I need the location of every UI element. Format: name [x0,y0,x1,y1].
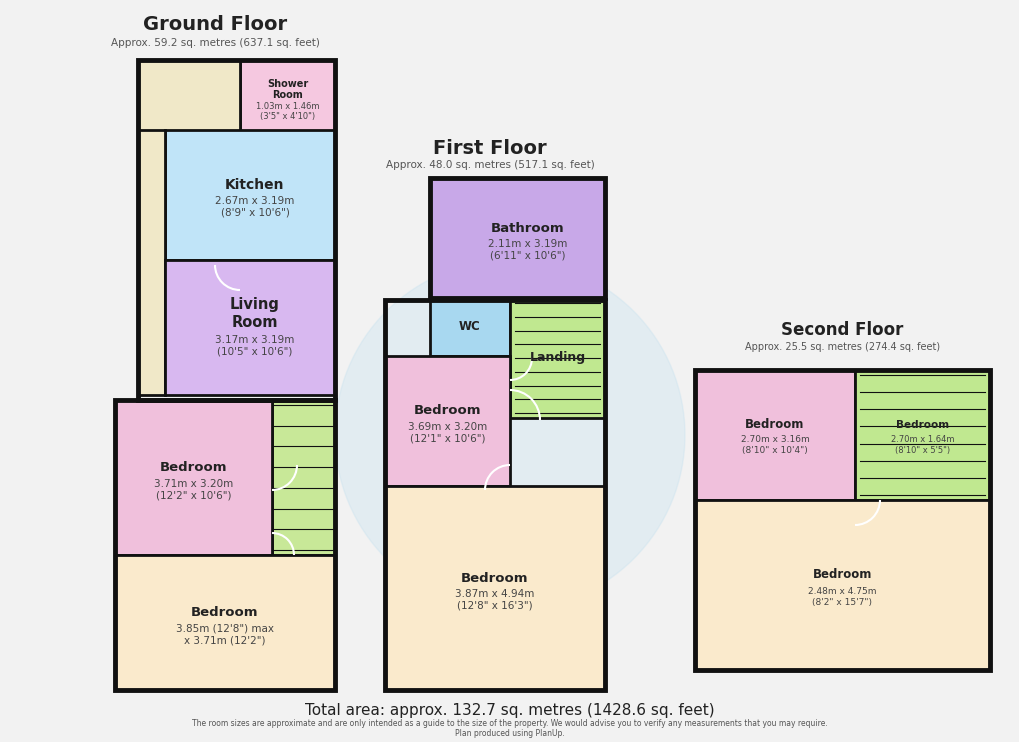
Text: Bedroom: Bedroom [160,461,227,474]
Bar [272,400,334,555]
Bar [384,300,604,690]
Bar [165,130,334,260]
Text: Living
Room: Living Room [230,298,279,329]
Bar [239,60,334,135]
Text: 2.11m x 3.19m
(6'11" x 10'6"): 2.11m x 3.19m (6'11" x 10'6") [487,239,567,260]
Circle shape [334,260,685,610]
Text: Ground Floor: Ground Floor [143,16,286,34]
Bar [165,260,334,395]
Bar [115,400,334,690]
Bar [138,60,334,400]
Text: 2.48m x 4.75m
(8'2" x 15'7"): 2.48m x 4.75m (8'2" x 15'7") [807,588,876,607]
Bar [138,60,334,400]
Bar [430,298,510,356]
Text: 3.87m x 4.94m
(12'8" x 16'3"): 3.87m x 4.94m (12'8" x 16'3") [454,589,534,611]
Bar [694,500,989,670]
Text: Landing: Landing [529,352,585,364]
Text: 2.70m x 3.16m
(8'10" x 10'4"): 2.70m x 3.16m (8'10" x 10'4") [740,436,809,455]
Text: Shower
Room: Shower Room [267,79,308,100]
Text: Kitchen: Kitchen [225,178,284,192]
Text: Plan produced using PlanUp.: Plan produced using PlanUp. [454,729,565,738]
Text: Bedroom: Bedroom [895,420,948,430]
Text: Bathroom: Bathroom [490,222,564,234]
Bar [694,370,854,500]
Text: Bedroom: Bedroom [812,568,871,582]
Bar [694,370,989,670]
Bar [115,400,272,555]
Bar [138,60,239,135]
Text: 3.85m (12'8") max
x 3.71m (12'2"): 3.85m (12'8") max x 3.71m (12'2") [176,624,274,646]
Text: Approx. 25.5 sq. metres (274.4 sq. feet): Approx. 25.5 sq. metres (274.4 sq. feet) [744,342,940,352]
Text: 3.17m x 3.19m
(10'5" x 10'6"): 3.17m x 3.19m (10'5" x 10'6") [215,335,294,356]
Text: Bedroom: Bedroom [745,418,804,432]
Text: 3.71m x 3.20m
(12'2" x 10'6"): 3.71m x 3.20m (12'2" x 10'6") [154,479,233,500]
Text: Bedroom: Bedroom [414,404,481,418]
Bar [138,130,165,395]
Text: Total area: approx. 132.7 sq. metres (1428.6 sq. feet): Total area: approx. 132.7 sq. metres (14… [305,703,714,718]
Bar [115,400,334,690]
Bar [384,356,510,486]
Bar [854,370,989,500]
Bar [510,298,604,418]
Text: 2.70m x 1.64m
(8'10" x 5'5"): 2.70m x 1.64m (8'10" x 5'5") [890,436,954,455]
Text: 2.67m x 3.19m
(8'9" x 10'6"): 2.67m x 3.19m (8'9" x 10'6") [215,196,294,218]
Bar [430,178,604,298]
Text: The room sizes are approximate and are only intended as a guide to the size of t: The room sizes are approximate and are o… [192,718,827,727]
Text: Approx. 59.2 sq. metres (637.1 sq. feet): Approx. 59.2 sq. metres (637.1 sq. feet) [110,38,319,48]
Text: Approx. 48.0 sq. metres (517.1 sq. feet): Approx. 48.0 sq. metres (517.1 sq. feet) [385,160,594,170]
Text: Bedroom: Bedroom [192,606,259,619]
Text: Bedroom: Bedroom [461,571,528,585]
Bar [115,555,334,690]
Text: 3.69m x 3.20m
(12'1" x 10'6"): 3.69m x 3.20m (12'1" x 10'6") [408,422,487,444]
Bar [384,486,604,690]
Bar [430,178,604,298]
Text: 1.03m x 1.46m
(3'5" x 4'10"): 1.03m x 1.46m (3'5" x 4'10") [256,102,319,121]
Text: First Floor: First Floor [433,139,546,157]
Text: WC: WC [459,321,480,333]
Text: Second Floor: Second Floor [781,321,903,339]
